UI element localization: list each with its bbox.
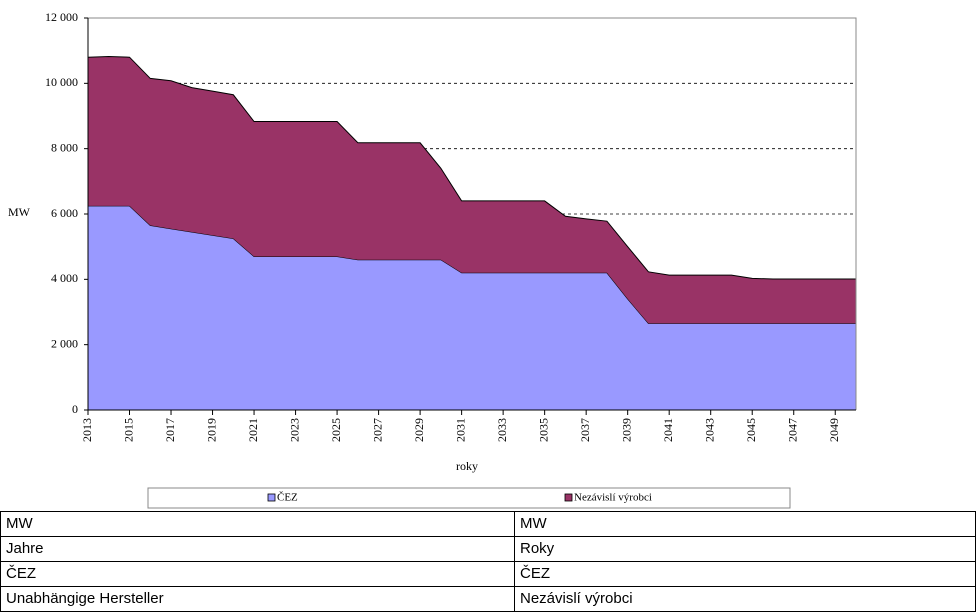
x-tick-label: 2019: [204, 418, 218, 442]
x-tick-label: 2037: [578, 418, 592, 442]
chart: MW roky 0 2 000 4 000 6 000 8 000 10 000 12 00…: [8, 10, 857, 509]
y-tick-label: 2 000: [51, 336, 78, 350]
legend-label: Nezávislí výrobci: [574, 492, 652, 504]
legend-label: ČEZ: [277, 492, 298, 504]
x-tick-label: 2039: [619, 418, 633, 442]
x-tick-label: 2033: [495, 418, 509, 442]
x-tick-label: 2043: [702, 418, 716, 442]
x-tick-label: 2049: [827, 418, 841, 442]
y-tick-label: 8 000: [51, 140, 78, 154]
table-cell: Unabhängige Hersteller: [0, 586, 515, 612]
y-tick-label: 10 000: [45, 75, 78, 89]
x-tick-label: 2021: [246, 418, 260, 442]
area-edge: [87, 56, 856, 280]
table-cell: Nezávislí výrobci: [514, 586, 976, 612]
x-tick-label: 2017: [163, 418, 177, 442]
table-cell: ČEZ: [514, 561, 976, 587]
x-tick-label: 2045: [744, 418, 758, 442]
y-tick-label: 4 000: [51, 271, 78, 285]
table-row: MW MW: [0, 511, 976, 537]
table-cell: Roky: [514, 536, 976, 562]
x-tick-label: 2041: [661, 418, 675, 442]
legend-swatch: [267, 493, 276, 502]
y-tick-label: 0: [72, 402, 78, 416]
y-axis-label: MW: [8, 205, 31, 219]
legend-box: [147, 487, 791, 509]
x-tick-label: 2025: [329, 418, 343, 442]
table-cell: MW: [514, 511, 976, 537]
x-tick-label: 2027: [370, 418, 384, 442]
x-tick-label: 2047: [785, 418, 799, 442]
x-axis-label: roky: [456, 459, 478, 473]
table-cell: ČEZ: [0, 561, 515, 587]
table-row: ČEZ ČEZ: [0, 561, 976, 587]
y-tick-label: 6 000: [51, 206, 78, 220]
x-tick-label: 2015: [121, 418, 135, 442]
table-cell: MW: [0, 511, 515, 537]
table-row: Jahre Roky: [0, 536, 976, 562]
x-tick-label: 2035: [536, 418, 550, 442]
table-cell: Jahre: [0, 536, 515, 562]
translation-table: MW MW Jahre Roky ČEZ ČEZ Unabhängige Herstelle…: [0, 511, 976, 612]
x-tick-label: 2031: [453, 418, 467, 442]
area: [88, 56, 856, 324]
x-tick-label: 2013: [80, 418, 94, 442]
table-row: Unabhängige Hersteller Nezávislí výrobci: [0, 586, 976, 612]
x-tick-label: 2029: [412, 418, 426, 442]
x-tick-label: 2023: [287, 418, 301, 442]
y-tick-label: 12 000: [45, 10, 78, 24]
plot-frame: [88, 17, 857, 410]
legend-swatch: [564, 493, 573, 502]
